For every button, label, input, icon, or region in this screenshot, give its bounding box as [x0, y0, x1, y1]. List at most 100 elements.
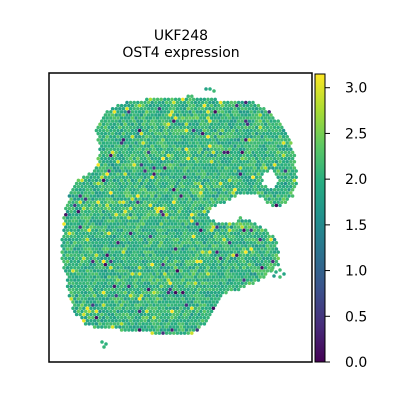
spot: [94, 228, 99, 233]
spot: [209, 159, 214, 164]
spot: [175, 250, 180, 254]
spot: [181, 203, 185, 208]
spot: [222, 175, 226, 180]
spot: [71, 200, 75, 204]
spot: [80, 191, 84, 195]
spot: [182, 306, 187, 310]
spot: [134, 315, 138, 320]
spot: [236, 113, 241, 117]
spot: [227, 272, 232, 276]
spot: [157, 219, 162, 223]
spot: [272, 237, 277, 242]
spot: [98, 178, 102, 183]
spot: [107, 294, 111, 298]
spot: [143, 100, 147, 105]
spot: [155, 153, 160, 158]
spot: [105, 259, 109, 264]
spot: [263, 247, 268, 251]
spot: [283, 175, 288, 180]
spot: [283, 138, 288, 142]
spot: [229, 119, 234, 123]
spot: [123, 284, 127, 289]
spot: [137, 278, 142, 282]
spot: [136, 150, 140, 155]
spot: [188, 153, 192, 158]
spot: [294, 181, 298, 186]
spot: [278, 275, 282, 279]
spot: [130, 141, 135, 145]
spot: [177, 178, 181, 183]
spot: [107, 188, 111, 192]
spot: [71, 300, 75, 304]
spot: [118, 250, 122, 254]
spot: [166, 253, 171, 257]
spot: [152, 228, 156, 233]
spot: [109, 135, 113, 139]
spot: [152, 309, 156, 314]
spot: [161, 250, 165, 254]
spot: [197, 256, 201, 261]
spot: [166, 222, 171, 226]
spot: [150, 331, 154, 335]
spot: [164, 256, 169, 261]
spot: [206, 253, 210, 257]
spot: [242, 241, 246, 245]
spot: [247, 175, 252, 180]
spot: [170, 178, 174, 183]
spot: [215, 269, 219, 273]
spot: [67, 225, 72, 229]
spot: [96, 231, 100, 236]
spot: [132, 206, 136, 211]
spot: [71, 231, 75, 236]
spot: [184, 184, 189, 189]
spot: [101, 222, 106, 226]
spot: [190, 156, 194, 161]
spot: [249, 259, 253, 264]
spot: [235, 147, 239, 151]
spot: [202, 272, 207, 276]
spot: [253, 110, 257, 114]
spot: [188, 97, 192, 102]
spot: [121, 212, 126, 217]
spot: [253, 222, 257, 226]
spot: [145, 247, 149, 251]
spot: [218, 275, 223, 279]
spot: [125, 300, 129, 304]
spot: [100, 181, 104, 186]
spot: [154, 125, 158, 130]
spot: [195, 247, 199, 251]
spot: [276, 169, 280, 173]
spot: [109, 203, 113, 208]
spot: [292, 184, 297, 189]
spot: [208, 281, 212, 286]
spot: [100, 225, 104, 229]
spot: [112, 166, 117, 170]
spot: [71, 262, 75, 267]
spot: [105, 234, 109, 239]
spot: [274, 203, 279, 208]
spot: [110, 237, 115, 242]
spot: [245, 103, 250, 108]
spot: [67, 269, 72, 273]
spot: [177, 135, 181, 139]
spot: [251, 269, 255, 273]
spot: [179, 306, 183, 310]
spot: [224, 284, 228, 289]
spot: [218, 181, 223, 186]
spot: [200, 312, 205, 317]
spot: [253, 103, 257, 108]
spot: [280, 125, 284, 130]
spot: [199, 234, 203, 239]
spot: [134, 265, 138, 270]
spot: [118, 275, 122, 279]
spot: [164, 200, 169, 204]
spot: [222, 194, 226, 198]
spot: [181, 116, 185, 120]
spot: [92, 262, 97, 267]
spot: [145, 203, 149, 208]
spot: [130, 197, 135, 201]
spot: [211, 194, 216, 198]
spot: [256, 228, 261, 233]
spot: [101, 122, 106, 127]
spot: [202, 209, 207, 214]
